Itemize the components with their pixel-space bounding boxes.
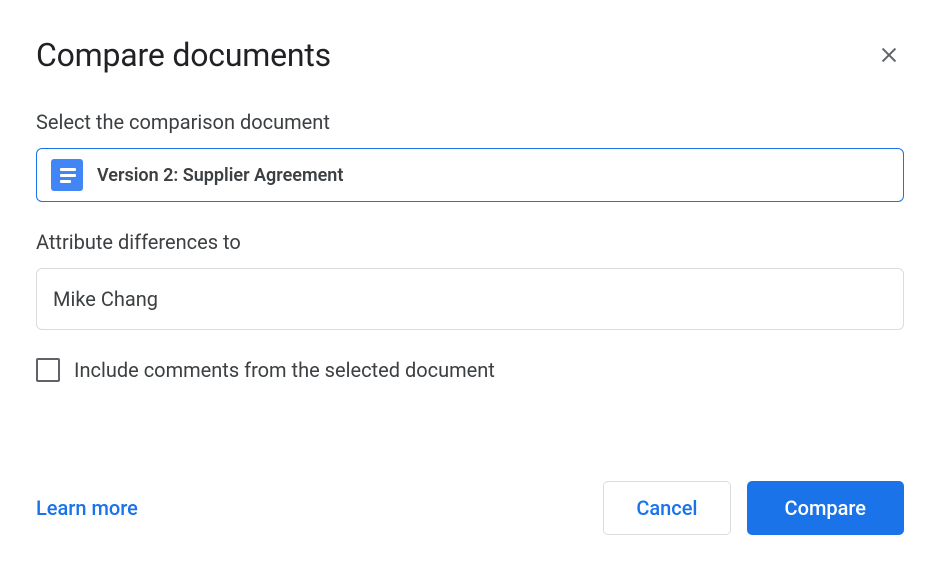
compare-documents-dialog: Compare documents Select the comparison … — [0, 0, 940, 571]
attribute-label: Attribute differences to — [36, 230, 904, 254]
docs-file-icon — [51, 159, 83, 191]
dialog-title: Compare documents — [36, 36, 331, 74]
compare-button[interactable]: Compare — [747, 481, 904, 535]
include-comments-label: Include comments from the selected docum… — [74, 358, 495, 382]
learn-more-link[interactable]: Learn more — [36, 496, 138, 520]
selected-document-name: Version 2: Supplier Agreement — [97, 165, 343, 186]
attribute-input[interactable] — [36, 268, 904, 330]
dialog-footer: Learn more Cancel Compare — [36, 481, 904, 535]
button-group: Cancel Compare — [603, 481, 904, 535]
close-button[interactable] — [874, 40, 904, 70]
dialog-header: Compare documents — [36, 36, 904, 74]
include-comments-checkbox[interactable] — [36, 358, 60, 382]
cancel-button[interactable]: Cancel — [603, 481, 730, 535]
document-selector[interactable]: Version 2: Supplier Agreement — [36, 148, 904, 202]
select-document-label: Select the comparison document — [36, 110, 904, 134]
close-icon — [878, 44, 900, 66]
include-comments-checkbox-row[interactable]: Include comments from the selected docum… — [36, 358, 904, 382]
